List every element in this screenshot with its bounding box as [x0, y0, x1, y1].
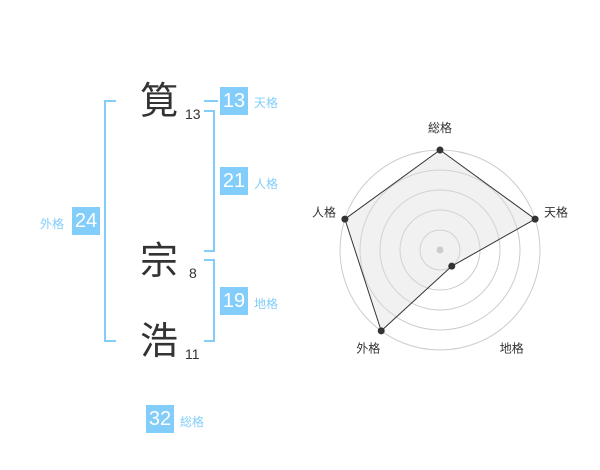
- chikaku-bracket: [204, 259, 215, 342]
- radar-axis-label: 外格: [356, 341, 380, 356]
- radar-point: [436, 146, 444, 154]
- jinkaku-bracket: [204, 110, 215, 252]
- soukaku-value: 32: [146, 405, 174, 433]
- radar-point: [531, 215, 539, 223]
- radar-ring: [359, 169, 521, 331]
- radar-axis-label: 天格: [544, 204, 568, 219]
- radar-axis-label: 地格: [500, 341, 524, 356]
- radar-point: [341, 215, 349, 223]
- soukaku-label: 総格: [180, 415, 205, 429]
- tenkaku-connector: [204, 100, 218, 102]
- radar-center-dot: [436, 246, 444, 254]
- name-char-1: 筧: [140, 79, 179, 123]
- radar-axis-label: 人格: [312, 204, 336, 219]
- jinkaku-label: 人格: [254, 177, 279, 191]
- chikaku-value: 19: [220, 287, 248, 315]
- stroke-count-3: 11: [185, 346, 200, 362]
- gaikaku-value: 24: [72, 207, 100, 235]
- jinkaku-value: 21: [220, 167, 248, 195]
- gaikaku-bracket: [104, 100, 116, 342]
- radar-point: [377, 327, 385, 335]
- tenkaku-label: 天格: [254, 96, 279, 110]
- chikaku-label: 地格: [254, 297, 279, 311]
- radar-point: [448, 262, 456, 270]
- gaikaku-label: 外格: [40, 217, 65, 231]
- name-char-2: 宗: [140, 239, 179, 283]
- tenkaku-value: 13: [220, 87, 248, 115]
- radar-area: [344, 149, 537, 332]
- stroke-count-1: 13: [185, 106, 201, 122]
- radar-ring: [419, 229, 461, 271]
- radar-ring: [379, 189, 501, 311]
- stroke-count-2: 8: [189, 265, 197, 281]
- radar-axis-label: 総格: [428, 120, 452, 135]
- name-char-3: 浩: [140, 319, 179, 363]
